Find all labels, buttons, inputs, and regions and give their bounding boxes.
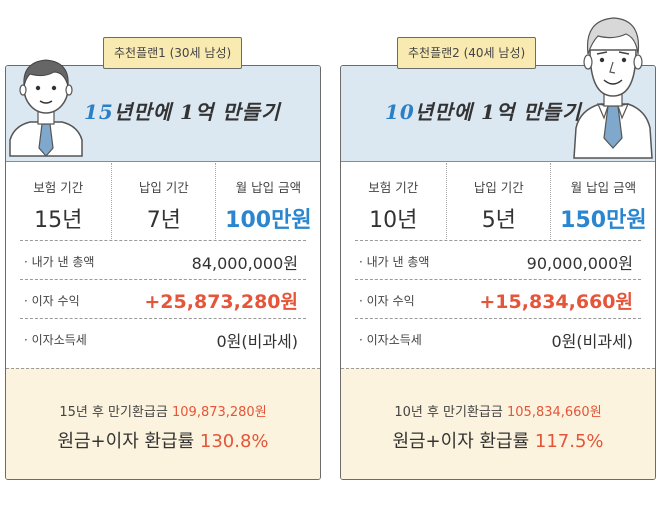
maturity-amount: 109,873,280원: [172, 405, 267, 420]
maturity-label: 15년 후 만기환급금: [59, 405, 168, 420]
plan1-headline: 15년만에 1억 만들기: [84, 96, 314, 125]
plan1-row-tax: · 이자소득세 0원(비과세): [20, 318, 306, 357]
older-man-avatar-icon: [573, 17, 653, 159]
stat-value: 5년: [481, 208, 516, 233]
young-man-avatar-icon: [9, 59, 83, 157]
plan1-stats: 보험 기간 15년 납입 기간 7년 월 납입 금액 100만원: [6, 163, 320, 239]
plan1-row-interest: · 이자 수익 +25,873,280원: [20, 279, 306, 318]
plan2-footer: 10년 후 만기환급금 105,834,660원 원금+이자 환급률 117.5…: [341, 368, 655, 479]
plan2-refund-rate: 원금+이자 환급률 117.5%: [341, 427, 655, 453]
stat-value: 10년: [369, 208, 418, 233]
plan1-refund-rate: 원금+이자 환급률 130.8%: [6, 427, 320, 453]
row-label: · 이자소득세: [359, 333, 422, 347]
plan1-stat-monthly-payment: 월 납입 금액 100만원: [215, 163, 320, 239]
row-label: · 이자소득세: [24, 333, 87, 347]
stat-label: 보험 기간: [33, 180, 84, 195]
stat-value: 7년: [146, 208, 181, 233]
row-value: 84,000,000원: [191, 254, 298, 273]
stat-label: 납입 기간: [138, 180, 189, 195]
stat-label: 월 납입 금액: [235, 180, 302, 195]
stat-label: 월 납입 금액: [570, 180, 637, 195]
plan2-tag: 추천플랜2 (40세 남성): [397, 37, 537, 69]
rate-label: 원금+이자 환급률: [392, 431, 530, 452]
plan2-stats: 보험 기간 10년 납입 기간 5년 월 납입 금액 150만원: [341, 163, 655, 239]
row-value: +15,834,660원: [479, 291, 633, 313]
row-value: 0원(비과세): [551, 332, 633, 351]
row-label: · 이자 수익: [359, 294, 415, 308]
plan2-row-interest: · 이자 수익 +15,834,660원: [355, 279, 641, 318]
plan2-stat-insurance-period: 보험 기간 10년: [341, 163, 446, 239]
row-value: 0원(비과세): [216, 332, 298, 351]
row-label: · 이자 수익: [24, 294, 80, 308]
maturity-label: 10년 후 만기환급금: [394, 405, 503, 420]
plan2-headline-number: 10: [385, 100, 415, 124]
rate-value: 117.5%: [534, 431, 604, 452]
plan2-rows: · 내가 낸 총액 90,000,000원 · 이자 수익 +15,834,66…: [341, 240, 655, 357]
row-value: 90,000,000원: [526, 254, 633, 273]
plan1-stat-insurance-period: 보험 기간 15년: [6, 163, 111, 239]
row-label: · 내가 낸 총액: [359, 255, 430, 269]
rate-label: 원금+이자 환급률: [57, 431, 195, 452]
plan1-tag: 추천플랜1 (30세 남성): [103, 37, 243, 69]
plan1-footer: 15년 후 만기환급금 109,873,280원 원금+이자 환급률 130.8…: [6, 368, 320, 479]
plan1-stat-payment-period: 납입 기간 7년: [110, 163, 217, 239]
stat-value: 150만원: [560, 208, 647, 233]
stat-value: 100만원: [225, 208, 312, 233]
plan2-maturity-refund: 10년 후 만기환급금 105,834,660원: [341, 401, 655, 420]
plan2-stat-payment-period: 납입 기간 5년: [445, 163, 552, 239]
row-label: · 내가 낸 총액: [24, 255, 95, 269]
stat-value: 15년: [34, 208, 83, 233]
plan1-rows: · 내가 낸 총액 84,000,000원 · 이자 수익 +25,873,28…: [6, 240, 320, 357]
stat-label: 보험 기간: [368, 180, 419, 195]
plan1-headline-text: 년만에 1억 만들기: [113, 100, 281, 124]
plan2-stat-monthly-payment: 월 납입 금액 150만원: [550, 163, 655, 239]
row-value: +25,873,280원: [144, 291, 298, 313]
plan1-maturity-refund: 15년 후 만기환급금 109,873,280원: [6, 401, 320, 420]
rate-value: 130.8%: [199, 431, 269, 452]
plan1-row-total-paid: · 내가 낸 총액 84,000,000원: [20, 240, 306, 279]
plan2-headline-text: 년만에 1억 만들기: [414, 100, 582, 124]
plan2-headline: 10년만에 1억 만들기: [385, 96, 615, 125]
maturity-amount: 105,834,660원: [507, 405, 602, 420]
stat-label: 납입 기간: [473, 180, 524, 195]
plan1-headline-number: 15: [84, 100, 114, 124]
plan2-row-tax: · 이자소득세 0원(비과세): [355, 318, 641, 357]
plan2-row-total-paid: · 내가 낸 총액 90,000,000원: [355, 240, 641, 279]
